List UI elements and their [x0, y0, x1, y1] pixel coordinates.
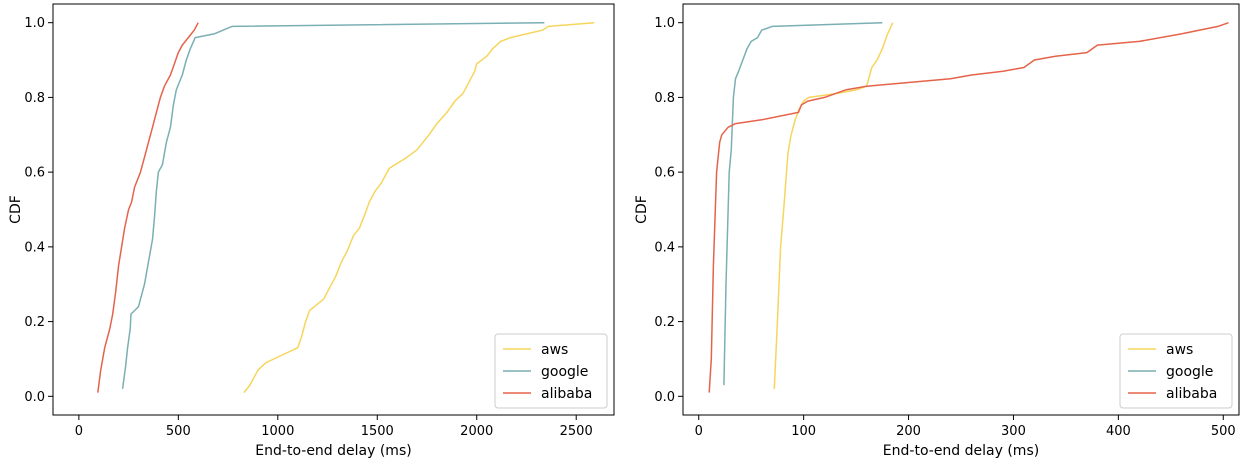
series-line-aws — [243, 21, 595, 394]
x-tick-label: 400 — [1106, 424, 1131, 439]
x-tick-label: 300 — [1001, 424, 1026, 439]
x-tick-label: 1500 — [361, 424, 394, 439]
series-line-aws — [773, 22, 894, 389]
series-line-google — [121, 21, 545, 389]
y-tick-label: 0.2 — [654, 315, 675, 330]
legend-label-google: google — [1166, 364, 1213, 380]
x-tick-label: 0 — [75, 424, 83, 439]
y-tick-label: 0.6 — [654, 166, 675, 181]
x-tick-label: 500 — [1211, 424, 1236, 439]
y-tick-label: 0.4 — [654, 240, 675, 255]
y-tick-label: 1.0 — [654, 16, 675, 31]
x-tick-label: 500 — [166, 424, 191, 439]
y-tick-label: 0.6 — [24, 166, 45, 181]
series-line-alibaba — [97, 22, 199, 393]
y-tick-label: 0.0 — [654, 390, 675, 405]
y-axis-label: CDF — [634, 195, 650, 224]
plot-frame — [682, 3, 1240, 416]
x-tick-label: 1000 — [261, 424, 294, 439]
plot-frame — [52, 3, 615, 416]
y-tick-label: 0.8 — [654, 91, 675, 106]
x-tick-label: 2500 — [560, 424, 593, 439]
y-axis-label: CDF — [8, 195, 24, 224]
legend: aws google alibaba — [1119, 333, 1233, 409]
y-tick-label: 0.2 — [24, 315, 45, 330]
series-line-google — [723, 21, 883, 386]
series-line-alibaba — [708, 21, 1229, 393]
chart-panel-2: 0 100 200 300 400 500 0.0 0.2 0.4 0.6 0.8 1.0 End-to… — [634, 3, 1240, 459]
legend-box — [1119, 333, 1233, 409]
legend-label-alibaba: alibaba — [1166, 386, 1217, 402]
y-tick-label: 0.0 — [24, 390, 45, 405]
x-tick-label: 200 — [896, 424, 921, 439]
x-tick-label: 100 — [791, 424, 816, 439]
y-tick-label: 0.4 — [24, 240, 45, 255]
y-tick-label: 1.0 — [24, 16, 45, 31]
legend: aws google alibaba — [494, 333, 608, 409]
legend-box — [494, 333, 608, 409]
x-axis-label: End-to-end delay (ms) — [255, 443, 411, 459]
x-tick-label: 2000 — [460, 424, 493, 439]
x-tick-label: 0 — [695, 424, 703, 439]
y-tick-label: 0.8 — [24, 91, 45, 106]
legend-label-google: google — [541, 364, 588, 380]
chart-panel-1: 0 500 1000 1500 2000 2500 0.0 0.2 0.4 0.6 0.8 1.0 En… — [8, 3, 615, 459]
legend-label-aws: aws — [1166, 342, 1193, 358]
legend-label-alibaba: alibaba — [541, 386, 592, 402]
x-axis-label: End-to-end delay (ms) — [883, 443, 1039, 459]
legend-label-aws: aws — [541, 342, 568, 358]
